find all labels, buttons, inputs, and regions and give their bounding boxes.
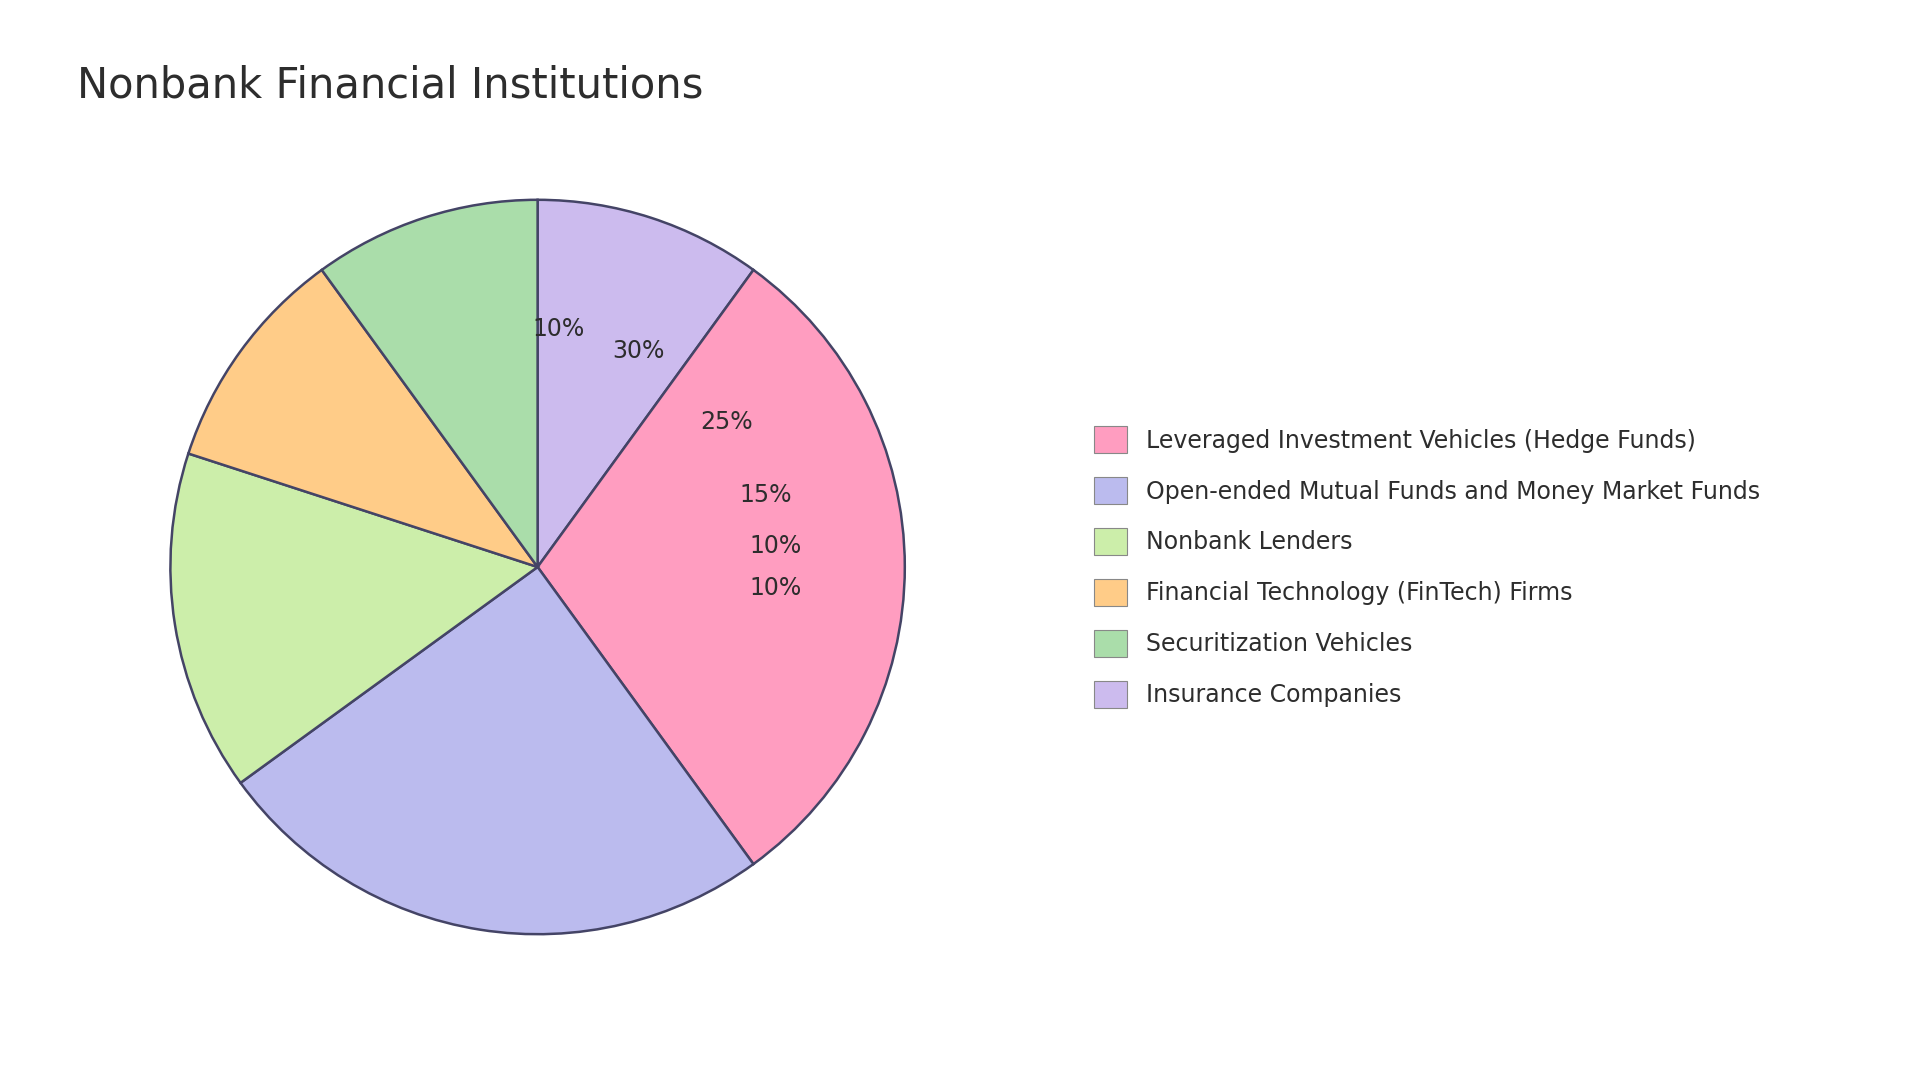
Text: 25%: 25% — [701, 409, 753, 434]
Wedge shape — [171, 454, 538, 783]
Text: 15%: 15% — [739, 483, 791, 508]
Text: 10%: 10% — [532, 318, 584, 341]
Text: 10%: 10% — [749, 535, 801, 558]
Wedge shape — [323, 200, 538, 567]
Wedge shape — [538, 270, 904, 864]
Wedge shape — [188, 270, 538, 567]
Text: 30%: 30% — [612, 339, 664, 363]
Text: 10%: 10% — [749, 576, 801, 599]
Legend: Leveraged Investment Vehicles (Hedge Funds), Open-ended Mutual Funds and Money M: Leveraged Investment Vehicles (Hedge Fun… — [1081, 415, 1772, 719]
Wedge shape — [538, 200, 753, 567]
Text: Nonbank Financial Institutions: Nonbank Financial Institutions — [77, 65, 703, 107]
Wedge shape — [240, 567, 753, 934]
